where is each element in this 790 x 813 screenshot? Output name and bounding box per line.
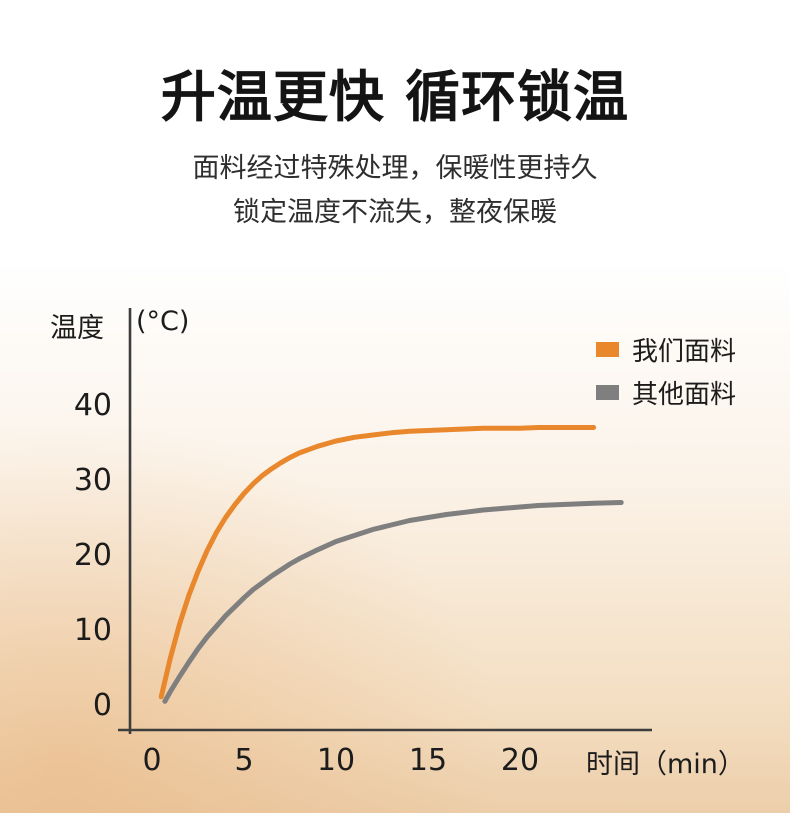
legend-label-our-fabric: 我们面料 — [632, 336, 737, 367]
subtitle-line-2: 锁定温度不流失，整夜保暖 — [233, 197, 557, 228]
x-tick-label: 0 — [142, 743, 161, 778]
page-title: 升温更快 循环锁温 — [160, 65, 630, 129]
y-axis-unit: (°C) — [136, 306, 190, 337]
legend-label-other-fabric: 其他面料 — [632, 379, 737, 410]
subtitle-line-1: 面料经过特殊处理，保暖性更持久 — [192, 153, 598, 184]
y-tick-label: 30 — [74, 463, 112, 498]
x-tick-label: 15 — [409, 743, 447, 778]
series-line-our-fabric — [158, 425, 597, 700]
y-tick-label: 40 — [74, 388, 112, 423]
y-tick-label: 0 — [93, 688, 112, 723]
chart-legend: 我们面料 其他面料 — [596, 334, 736, 420]
legend-swatch-other-fabric — [596, 384, 619, 400]
legend-item-other-fabric: 其他面料 — [596, 377, 736, 410]
x-axis-label: 时间（min） — [586, 749, 745, 780]
x-tick-label: 5 — [234, 743, 253, 778]
y-axis-label: 温度 — [50, 313, 104, 344]
series-line-other-fabric — [162, 500, 624, 704]
legend-item-our-fabric: 我们面料 — [596, 334, 736, 367]
x-tick-label: 10 — [317, 743, 355, 778]
x-tick-label: 20 — [501, 743, 539, 778]
legend-swatch-our-fabric — [596, 341, 619, 357]
y-tick-label: 10 — [74, 613, 112, 648]
y-tick-label: 20 — [74, 538, 112, 573]
